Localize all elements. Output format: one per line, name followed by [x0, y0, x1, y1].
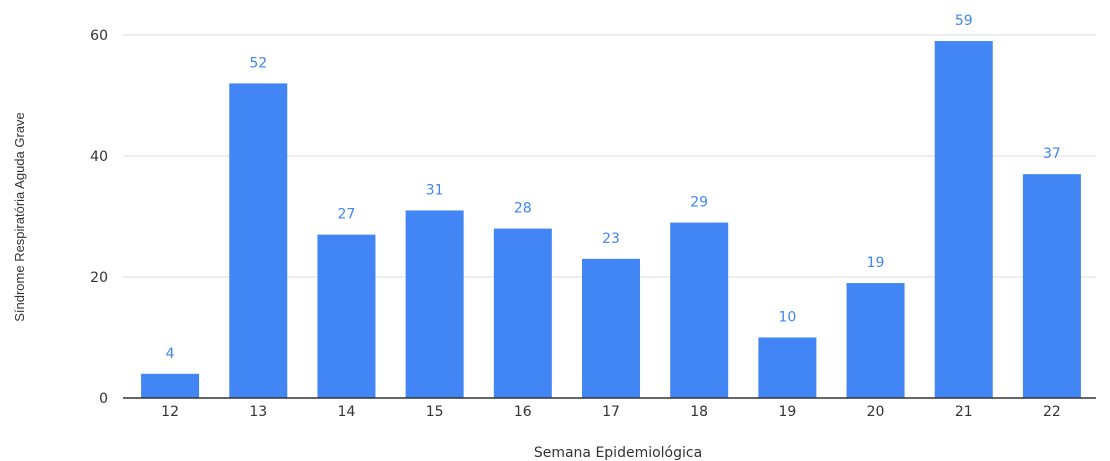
- data-label: 10: [778, 310, 796, 326]
- data-label: 37: [1043, 146, 1061, 162]
- bar: [317, 234, 376, 398]
- bar: [493, 228, 552, 398]
- x-tick-label: 14: [338, 404, 356, 420]
- data-label: 52: [249, 55, 267, 71]
- x-tick-label: 12: [161, 404, 179, 420]
- x-tick-label: 19: [778, 404, 796, 420]
- x-tick-label: 16: [514, 404, 532, 420]
- data-label: 31: [426, 182, 444, 198]
- y-tick-label: 40: [90, 149, 108, 165]
- y-tick-label: 60: [90, 28, 108, 44]
- bar: [229, 83, 288, 399]
- data-label: 23: [602, 231, 620, 247]
- x-tick-label: 17: [602, 404, 620, 420]
- x-tick-label: 21: [955, 404, 973, 420]
- y-axis-ticks: 0 20 40 60: [90, 28, 108, 407]
- bar: [405, 210, 464, 398]
- bar: [670, 222, 729, 398]
- y-tick-label: 20: [90, 270, 108, 286]
- bar: [846, 283, 905, 398]
- data-label: 29: [690, 195, 708, 211]
- data-labels: 4 52 27 31 28 23 29 10 19 59 37: [166, 13, 1061, 362]
- x-tick-label: 20: [867, 404, 885, 420]
- bar: [141, 373, 200, 398]
- x-axis-ticks: 12 13 14 15 16 17 18 19 20 21 22: [161, 404, 1061, 420]
- y-axis-title: Síndrome Respiratória Aguda Grave: [12, 112, 27, 322]
- bar: [582, 258, 640, 398]
- bar: [934, 41, 993, 399]
- y-tick-label: 0: [99, 391, 108, 407]
- data-label: 4: [166, 346, 175, 362]
- data-label: 59: [955, 13, 973, 29]
- data-label: 19: [867, 255, 885, 271]
- bar: [1022, 174, 1081, 398]
- data-label: 28: [514, 201, 532, 217]
- x-tick-label: 13: [249, 404, 267, 420]
- bars: [141, 41, 1081, 399]
- x-tick-label: 18: [690, 404, 708, 420]
- data-label: 27: [338, 207, 356, 223]
- bar: [758, 337, 817, 398]
- x-axis-title: Semana Epidemiológica: [534, 445, 702, 461]
- x-tick-label: 15: [426, 404, 444, 420]
- x-tick-label: 22: [1043, 404, 1061, 420]
